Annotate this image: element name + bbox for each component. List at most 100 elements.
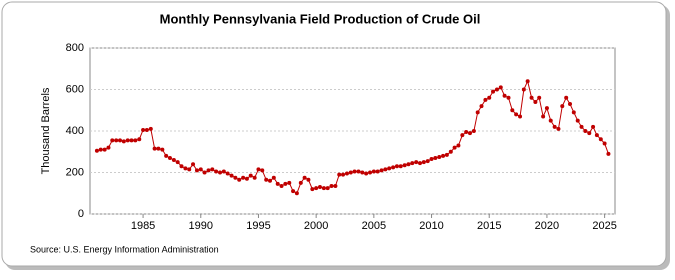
data-point: [210, 167, 215, 172]
data-point: [387, 166, 392, 171]
data-point: [402, 163, 407, 168]
data-point: [594, 133, 599, 138]
data-point: [444, 152, 449, 157]
data-point: [525, 79, 530, 84]
data-point: [414, 160, 419, 165]
y-tick-label: 0: [78, 208, 84, 220]
data-point: [302, 175, 307, 180]
data-point: [348, 170, 353, 175]
data-point: [164, 153, 169, 158]
x-tick-label: 1990: [189, 220, 213, 232]
data-point: [248, 173, 253, 178]
data-point: [556, 126, 561, 131]
data-point: [294, 191, 299, 196]
y-tick-label: 400: [66, 125, 84, 137]
data-point: [487, 95, 492, 100]
data-point: [452, 145, 457, 150]
data-point: [206, 168, 211, 173]
data-point: [498, 85, 503, 90]
x-tick-label: 2025: [592, 220, 616, 232]
x-tick-label: 1995: [246, 220, 270, 232]
data-point: [268, 178, 272, 183]
data-point: [398, 164, 403, 169]
data-point: [437, 154, 442, 159]
data-point: [591, 124, 596, 129]
data-point: [579, 124, 584, 129]
data-point: [429, 157, 434, 162]
source: Source: U.S. Energy Information Administ…: [30, 244, 219, 254]
data-point: [98, 147, 103, 152]
y-axis-label: Thousand Barrels: [40, 87, 52, 174]
data-point: [171, 158, 176, 163]
data-point: [475, 110, 480, 115]
data-point: [406, 162, 411, 167]
data-point: [471, 129, 476, 133]
data-point: [241, 175, 246, 180]
data-point: [394, 164, 399, 169]
data-point: [133, 138, 138, 143]
data-point: [94, 148, 99, 153]
data-point: [160, 147, 165, 152]
data-point: [337, 172, 342, 177]
data-point: [187, 167, 192, 172]
data-point: [514, 112, 519, 117]
data-point: [506, 95, 511, 100]
data-point: [260, 168, 265, 173]
data-point: [364, 171, 369, 176]
x-tick-label: 2005: [362, 220, 386, 232]
data-point: [310, 187, 315, 192]
data-point: [264, 177, 269, 182]
x-tick-label: 2020: [535, 220, 559, 232]
data-point: [575, 118, 580, 123]
data-point: [467, 131, 472, 136]
data-point: [244, 176, 249, 181]
data-point: [102, 147, 107, 152]
data-point: [125, 138, 130, 143]
data-point: [275, 181, 280, 186]
data-point: [218, 170, 223, 175]
y-tick-label: 200: [66, 166, 84, 178]
data-point: [433, 155, 438, 160]
data-point: [152, 146, 157, 151]
data-point: [410, 161, 415, 166]
data-point: [306, 177, 311, 182]
data-point: [106, 145, 111, 150]
data-point: [587, 131, 592, 136]
data-point: [156, 146, 161, 151]
data-point: [298, 180, 303, 185]
x-tick-label: 2015: [477, 220, 501, 232]
data-point: [214, 169, 219, 174]
data-point: [483, 97, 488, 102]
data-point: [233, 175, 238, 180]
data-point: [583, 129, 588, 133]
data-point: [448, 149, 453, 154]
data-point: [560, 104, 565, 109]
data-point: [460, 133, 465, 138]
data-point: [314, 186, 319, 191]
data-point: [479, 104, 484, 109]
data-point: [441, 153, 446, 158]
data-point: [194, 168, 199, 173]
data-point: [529, 95, 534, 100]
data-point: [148, 126, 153, 131]
data-point: [564, 95, 569, 100]
data-point: [179, 164, 184, 169]
data-point: [167, 155, 172, 160]
data-point: [368, 170, 373, 175]
data-point: [552, 124, 557, 129]
data-point: [371, 169, 376, 174]
data-point: [229, 173, 234, 178]
data-point: [121, 139, 126, 144]
data-point: [110, 138, 115, 143]
data-point: [291, 189, 296, 194]
data-point: [317, 185, 322, 190]
data-point: [287, 180, 292, 185]
data-point: [183, 166, 188, 171]
plot-area: [89, 47, 616, 215]
data-point: [521, 87, 526, 92]
data-point: [352, 169, 357, 174]
data-point: [341, 172, 346, 177]
data-point: [383, 167, 388, 172]
data-point: [144, 127, 149, 132]
